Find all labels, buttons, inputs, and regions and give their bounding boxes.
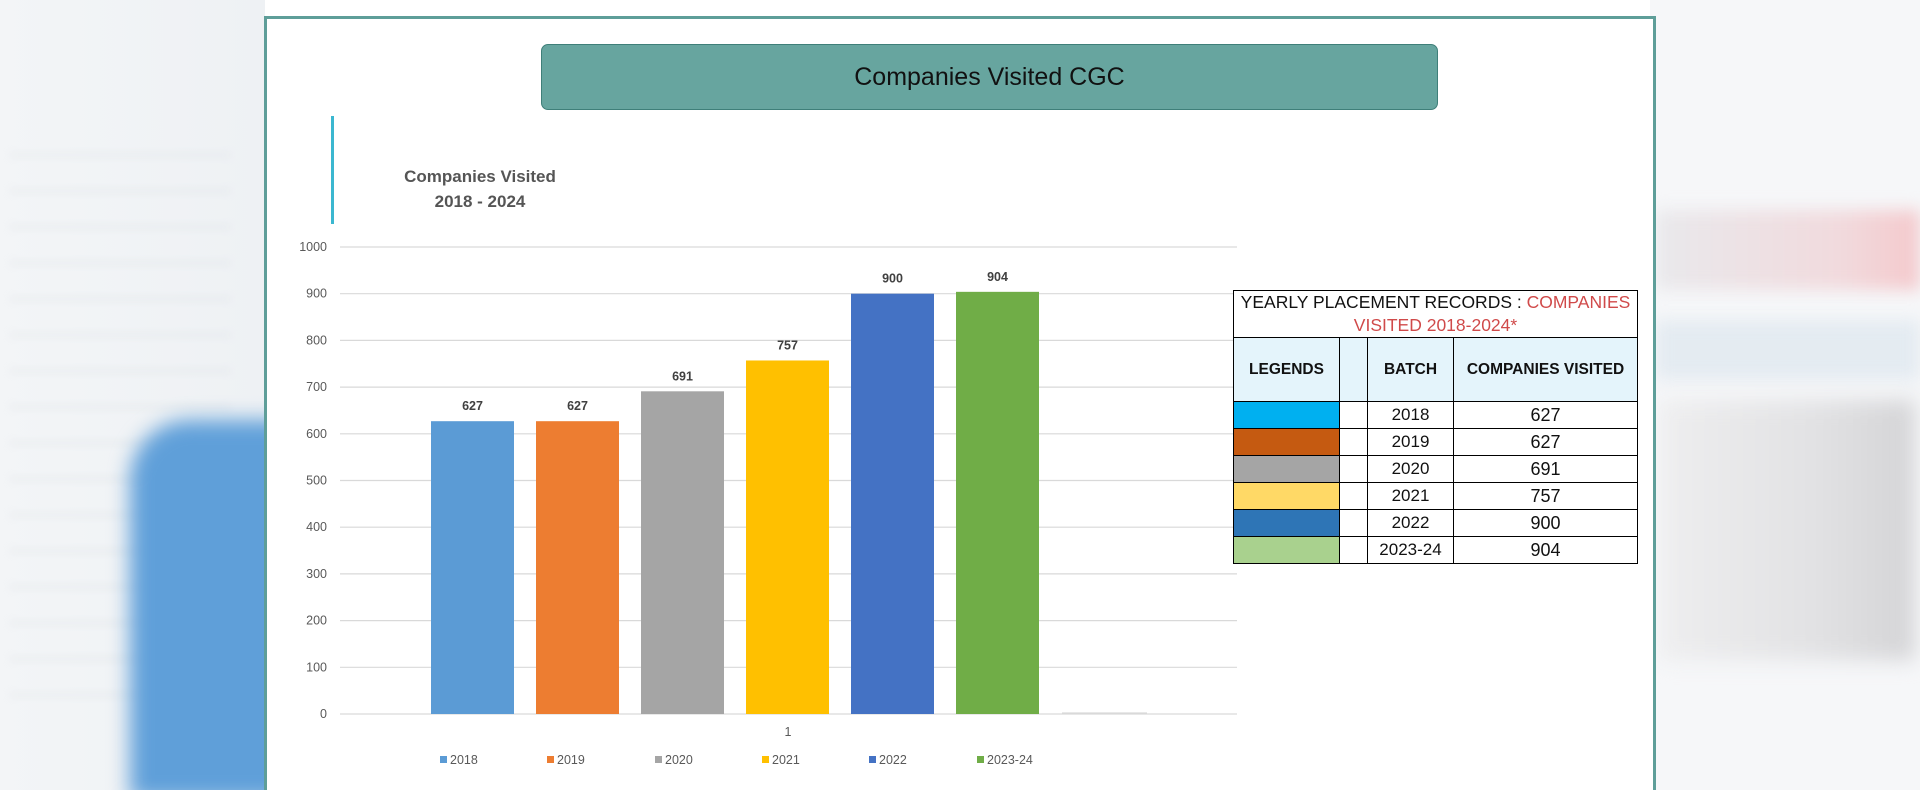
table-row: 2019 627	[1233, 428, 1638, 456]
y-tick-label: 1000	[299, 240, 327, 254]
legend-label: 2020	[665, 753, 693, 767]
legend-swatch-2020	[655, 756, 662, 763]
companies-cell: 904	[1453, 536, 1638, 564]
table-row: 2018 627	[1233, 401, 1638, 429]
spacer-cell	[1339, 482, 1368, 510]
companies-cell: 627	[1453, 401, 1638, 429]
legend-color-cell	[1233, 536, 1340, 564]
legend-label: 2018	[450, 753, 478, 767]
legend-label: 2023-24	[987, 753, 1033, 767]
bar-2023-24	[956, 291, 1039, 714]
companies-cell: 691	[1453, 455, 1638, 483]
table-row: 2022 900	[1233, 509, 1638, 537]
background-right-band	[1655, 210, 1920, 290]
table-caption: YEARLY PLACEMENT RECORDS : COMPANIES VIS…	[1233, 290, 1638, 338]
batch-cell: 2020	[1367, 455, 1454, 483]
banner-title: Companies Visited CGC	[541, 44, 1438, 110]
legend-swatch-2021	[762, 756, 769, 763]
x-category-label: 1	[785, 725, 792, 739]
table-row: 2020 691	[1233, 455, 1638, 483]
companies-cell: 757	[1453, 482, 1638, 510]
chart-title: Companies Visited 2018 - 2024	[330, 164, 630, 214]
spacer-cell	[1339, 509, 1368, 537]
legend-label: 2019	[557, 753, 585, 767]
batch-cell: 2023-24	[1367, 536, 1454, 564]
background-left-shape	[130, 420, 290, 790]
legend-color-cell	[1233, 401, 1340, 429]
batch-cell: 2019	[1367, 428, 1454, 456]
header-legends: LEGENDS	[1233, 337, 1340, 402]
legend-label: 2021	[772, 753, 800, 767]
companies-cell: 900	[1453, 509, 1638, 537]
legend-color-cell	[1233, 428, 1340, 456]
table-row: 2023-24 904	[1233, 536, 1638, 564]
data-label: 691	[672, 369, 693, 383]
legend-swatch-2019	[547, 756, 554, 763]
data-label: 757	[777, 338, 798, 352]
bar-2021	[746, 360, 829, 714]
bar-2019	[536, 421, 619, 714]
chart-title-line-2: 2018 - 2024	[434, 192, 526, 211]
spacer-cell	[1339, 536, 1368, 564]
header-companies: COMPANIES VISITED	[1453, 337, 1638, 402]
background-right-band-2	[1655, 320, 1920, 380]
table-caption-highlight-2: VISITED 2018-2024*	[1353, 315, 1518, 335]
bar-2022	[851, 293, 934, 714]
background-right-block	[1660, 400, 1915, 660]
table-caption-prefix: YEARLY PLACEMENT RECORDS :	[1240, 292, 1527, 312]
chart-title-line-1: Companies Visited	[404, 167, 556, 186]
y-tick-label: 500	[306, 474, 327, 488]
table-row: 2021 757	[1233, 482, 1638, 510]
spacer-cell	[1339, 428, 1368, 456]
table-header-row: LEGENDS BATCH COMPANIES VISITED	[1233, 337, 1638, 402]
bar-2020	[641, 391, 724, 714]
batch-cell: 2018	[1367, 401, 1454, 429]
placement-records-table: YEARLY PLACEMENT RECORDS : COMPANIES VIS…	[1233, 290, 1638, 564]
y-tick-label: 600	[306, 427, 327, 441]
data-label: 904	[987, 270, 1008, 284]
y-tick-label: 800	[306, 333, 327, 347]
legend-color-cell	[1233, 482, 1340, 510]
bar-2018	[431, 421, 514, 714]
y-tick-label: 400	[306, 520, 327, 534]
legend-color-cell	[1233, 509, 1340, 537]
header-spacer	[1339, 337, 1368, 402]
batch-cell: 2022	[1367, 509, 1454, 537]
accent-line	[331, 116, 334, 224]
companies-cell: 627	[1453, 428, 1638, 456]
legend-color-cell	[1233, 455, 1340, 483]
legend-swatch-2018	[440, 756, 447, 763]
data-label: 900	[882, 272, 903, 286]
spacer-cell	[1339, 401, 1368, 429]
y-tick-label: 100	[306, 660, 327, 674]
y-tick-label: 0	[320, 707, 327, 721]
data-label: 627	[462, 399, 483, 413]
header-batch: BATCH	[1367, 337, 1454, 402]
table-caption-highlight-1: COMPANIES	[1526, 292, 1631, 312]
y-tick-label: 700	[306, 380, 327, 394]
y-tick-label: 300	[306, 567, 327, 581]
legend-swatch-2022	[869, 756, 876, 763]
legend-swatch-2023-24	[977, 756, 984, 763]
legend-label: 2022	[879, 753, 907, 767]
batch-cell: 2021	[1367, 482, 1454, 510]
y-tick-label: 200	[306, 614, 327, 628]
spacer-cell	[1339, 455, 1368, 483]
banner-title-text: Companies Visited CGC	[854, 62, 1125, 91]
y-tick-label: 900	[306, 287, 327, 301]
data-label: 627	[567, 399, 588, 413]
